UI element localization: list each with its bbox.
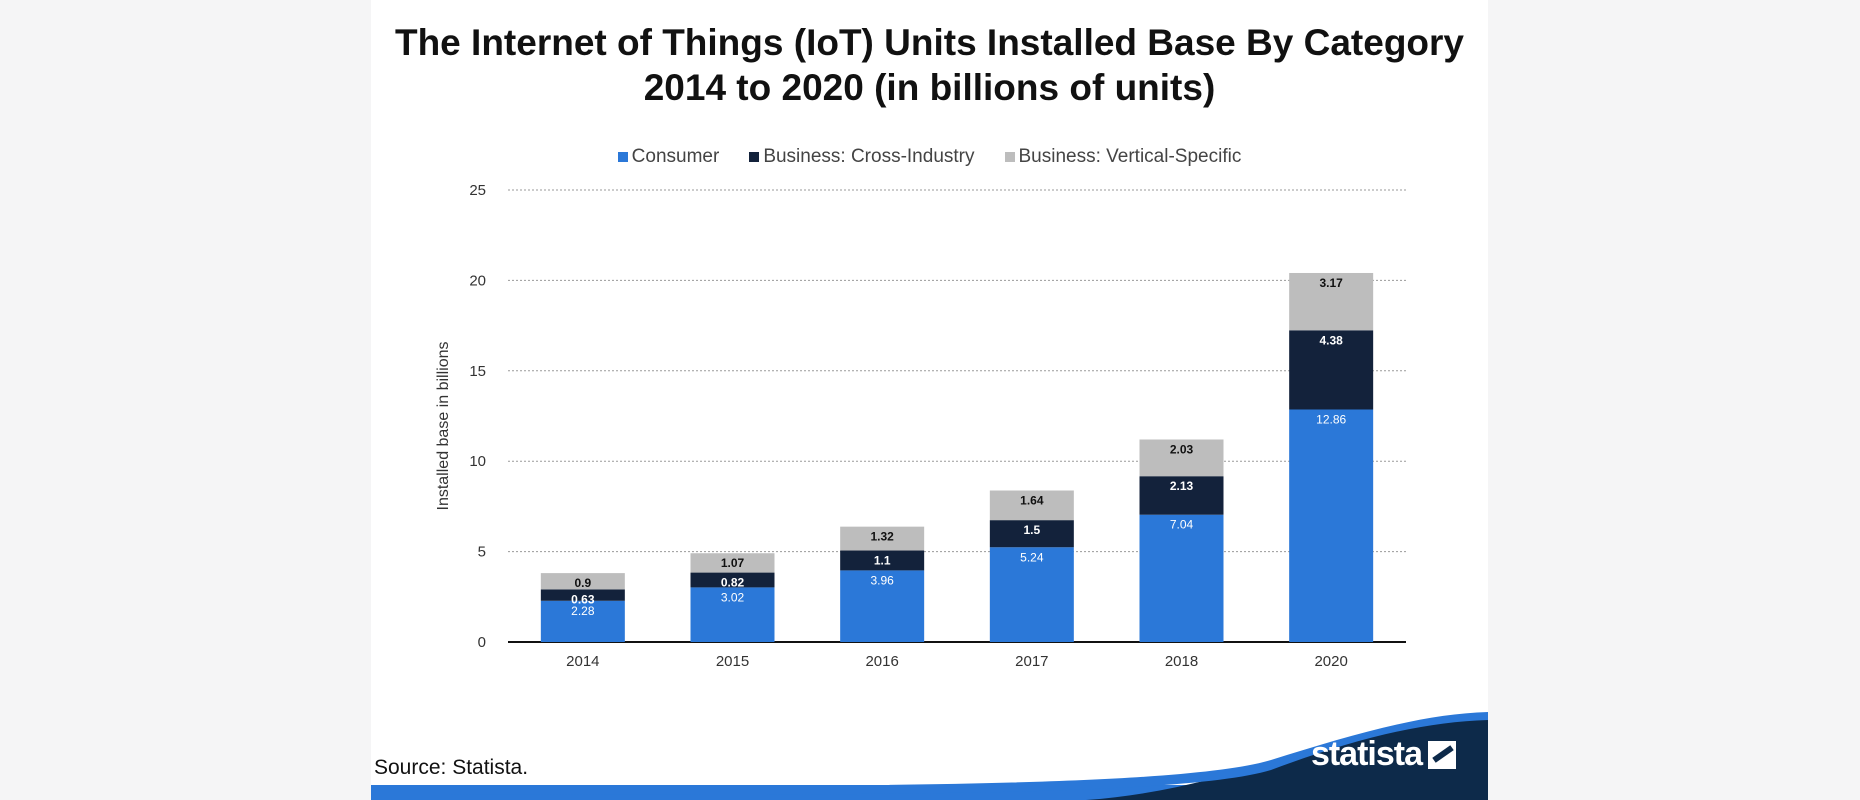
data-label: 7.04	[1170, 518, 1194, 532]
x-tick-label: 2014	[566, 653, 599, 670]
data-label: 1.07	[721, 556, 745, 570]
y-tick-label: 0	[478, 634, 486, 651]
y-tick-label: 25	[469, 182, 486, 199]
source-note: Source: Statista.	[374, 756, 529, 779]
data-label: 3.02	[721, 590, 745, 604]
bar-segment-vertical-specific	[840, 526, 925, 551]
statista-logo-icon	[1428, 740, 1456, 769]
legend-item-vertical-specific: Business: Vertical-Specific	[1004, 146, 1242, 168]
bar-segment-cross-industry	[540, 589, 625, 601]
legend-label-consumer: Consumer	[631, 146, 720, 167]
data-label: 1.5	[1023, 523, 1040, 537]
bar-segment-cross-industry	[840, 550, 925, 571]
data-label: 0.82	[721, 576, 745, 590]
x-tick-label: 2017	[1015, 653, 1048, 670]
data-label: 2.03	[1170, 443, 1194, 457]
chart-title-line-1: The Internet of Things (IoT) Units Insta…	[394, 22, 1464, 63]
data-label: 4.38	[1319, 333, 1343, 347]
bar-segment-vertical-specific	[1289, 272, 1374, 331]
data-label: 2.28	[571, 604, 595, 618]
bar-segment-consumer	[989, 547, 1074, 642]
bar-segment-consumer	[690, 587, 775, 642]
legend-swatch-consumer	[617, 152, 628, 162]
x-tick-label: 2020	[1314, 653, 1347, 670]
bar-segment-vertical-specific	[690, 553, 775, 573]
bar-segment-consumer	[1289, 409, 1374, 642]
bar-segment-vertical-specific	[540, 573, 625, 590]
data-label: 2.13	[1170, 479, 1194, 493]
y-tick-label: 10	[469, 453, 486, 470]
bar-segment-consumer	[540, 600, 625, 642]
legend-swatch-vertical-specific	[1004, 152, 1015, 162]
legend-swatch-cross-industry	[749, 152, 760, 162]
bar-segment-vertical-specific	[1139, 439, 1224, 477]
bar-segment-cross-industry	[690, 572, 775, 588]
chart-canvas: 0 5 10 15 20 25 Installed base in billions 2.28…	[371, 182, 1488, 800]
legend-label-vertical-specific: Business: Vertical-Specific	[1018, 146, 1242, 167]
chart-panel: 0 5 10 15 20 25 Installed base in billions 2.28…	[371, 0, 1488, 800]
chart-title-line-2: 2014 to 2020 (in billions of units)	[643, 67, 1216, 108]
y-tick-label: 5	[478, 544, 486, 561]
data-label: 12.86	[1316, 412, 1346, 426]
data-label: 0.63	[571, 592, 595, 606]
y-axis-label: Installed base in billions	[435, 342, 452, 511]
statista-wordmark: statista	[1310, 735, 1423, 773]
y-tick-label: 15	[469, 363, 486, 380]
data-label: 1.1	[874, 554, 891, 568]
x-tick-label: 2016	[865, 653, 898, 670]
data-label: 3.17	[1319, 276, 1343, 290]
brand-swoosh-accent	[371, 712, 1488, 795]
bar-segment-cross-industry	[1289, 330, 1374, 410]
legend-item-consumer: Consumer	[617, 146, 720, 168]
data-label: 0.9	[574, 576, 591, 590]
legend-label-cross-industry: Business: Cross-Industry	[763, 146, 975, 167]
x-tick-label: 2015	[716, 653, 749, 670]
legend-item-cross-industry: Business: Cross-Industry	[749, 146, 975, 168]
data-label: 1.64	[1020, 493, 1044, 507]
data-label: 1.32	[870, 530, 894, 544]
x-tick-label: 2018	[1165, 653, 1198, 670]
bar-segment-cross-industry	[989, 520, 1074, 548]
y-tick-label: 20	[469, 272, 486, 289]
statista-logo: statista	[1311, 735, 1456, 774]
bar-segment-consumer	[840, 570, 925, 642]
bar-segment-consumer	[1139, 514, 1224, 642]
data-label: 5.24	[1020, 550, 1044, 564]
data-label: 3.96	[870, 573, 894, 587]
bar-segment-cross-industry	[1139, 476, 1224, 515]
bar-segment-vertical-specific	[989, 490, 1074, 521]
chart-legend: Consumer Business: Cross-Industry Busine…	[371, 146, 1488, 168]
